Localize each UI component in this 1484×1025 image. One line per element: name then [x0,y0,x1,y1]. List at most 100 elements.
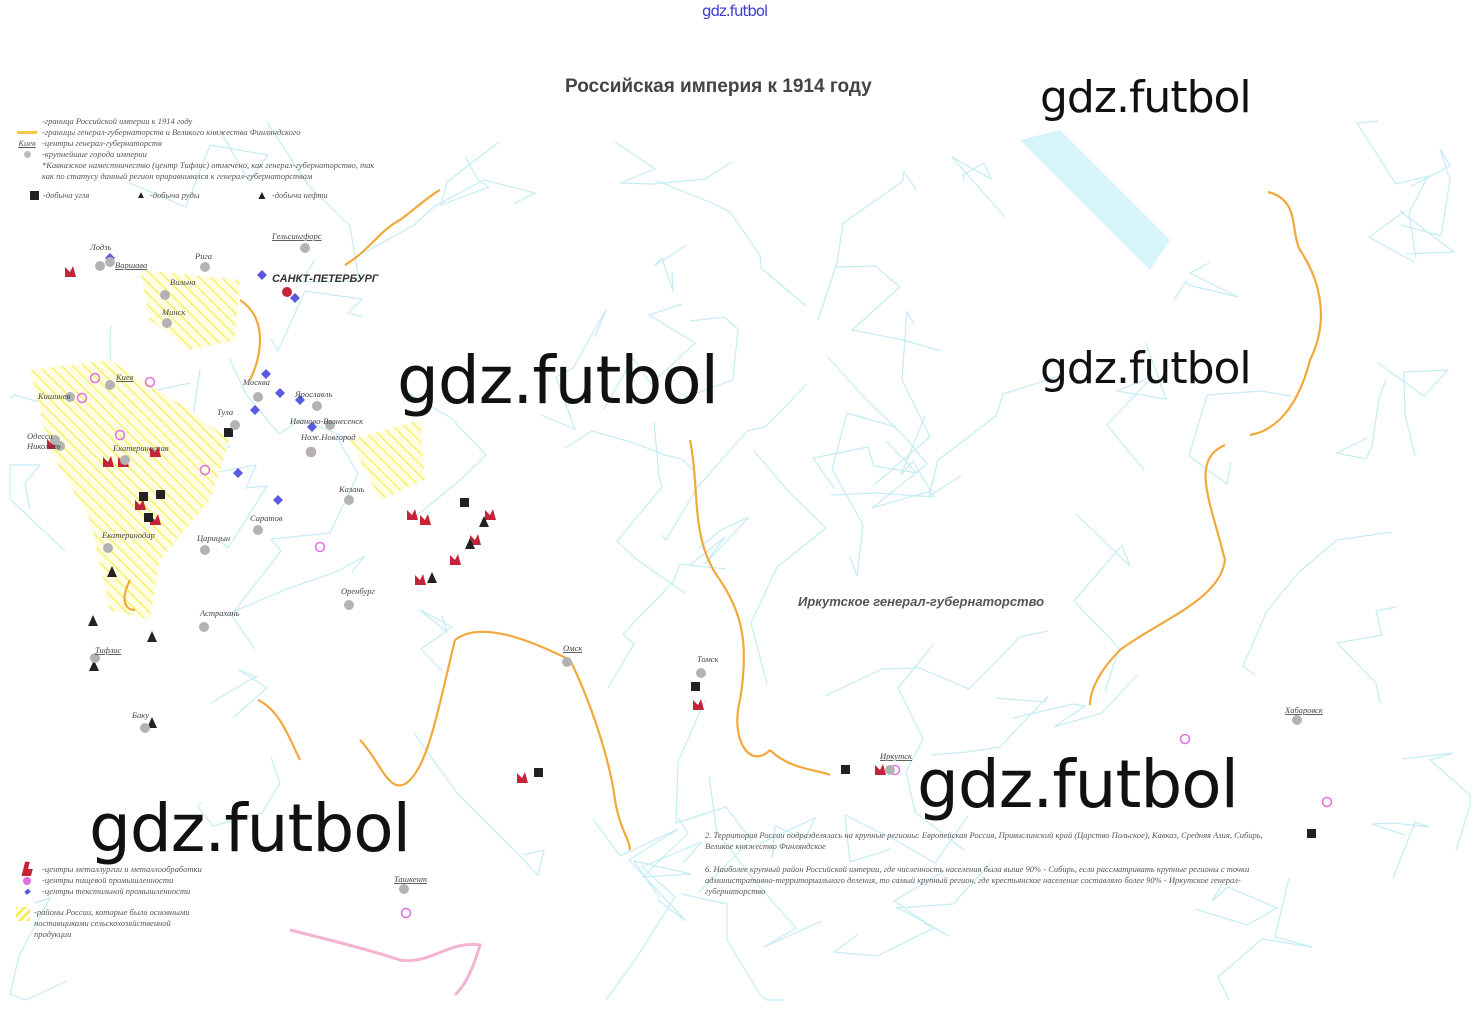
river [1242,531,1393,676]
note: 2. Территория России подразделялась на к… [705,830,1263,851]
south-border [289,928,482,997]
metallurgy-marker [103,456,114,467]
river [1012,673,1139,728]
metallurgy-marker [693,699,704,710]
river [1367,210,1456,263]
river [126,129,270,208]
river [1173,262,1239,301]
river [750,450,827,685]
river [675,316,739,398]
city-marker [325,420,335,430]
arctic-lake [1020,130,1170,270]
region-label-irkutsk: Иркутское генерал-губернаторство [798,594,1044,609]
metallurgy-marker [875,764,886,775]
city-marker [300,243,310,253]
coal-marker [841,765,850,774]
river [680,893,783,1001]
city-marker [306,447,316,457]
city-marker [200,545,210,555]
food-industry-marker [76,392,88,404]
river [614,141,733,185]
city-label: Вильна [170,277,195,287]
metallurgy-marker [135,499,146,510]
note: 6. Наиболее крупный район Российской имп… [705,864,1250,896]
river [928,375,1060,498]
watermark: gdz.futbol [917,746,1239,823]
ore-oil-marker [479,516,489,527]
city-label: Минск [161,307,186,317]
metallurgy-marker [150,514,161,525]
notes: 2. Территория России подразделялась на к… [705,830,1265,909]
city-label: Оренбург [341,586,375,596]
river [951,156,1006,218]
river [616,421,686,594]
city-marker [253,525,263,535]
metallurgy-marker [420,514,431,525]
rivers [9,120,1471,1001]
river [419,609,454,672]
river [1073,513,1131,693]
city-label: Москва [242,377,270,387]
river [1194,882,1279,926]
city-marker [160,290,170,300]
legend-label: -границы генерал-губернаторств и Великог… [42,127,301,137]
legend-label: -центры металлургии и металлообработки [42,864,202,874]
textile-marker [273,495,283,505]
river [440,141,500,206]
metallurgy-marker [450,554,461,565]
city-label: Гельсингфорс [271,231,322,241]
city-label: Варшава [115,260,147,270]
city-marker [199,622,209,632]
river [1371,821,1430,879]
textile-marker [295,395,305,405]
coal-icon [30,191,39,200]
river [231,434,359,615]
river [592,818,687,922]
city-label: Астрахань [199,608,240,618]
city-marker [90,653,100,663]
river [210,669,268,718]
river [708,775,823,948]
river [1335,379,1387,460]
textile-marker [250,405,260,415]
food-industry-marker [114,429,126,441]
metallurgy-marker [485,509,496,520]
city-label: Рига [194,251,212,261]
center-sample: Киев [18,138,36,148]
river [270,290,364,353]
river [363,179,537,254]
food-industry-marker [89,372,101,384]
city-marker [253,392,263,402]
city-marker [230,420,240,430]
ore-oil-marker [88,615,98,626]
city-marker [120,455,130,465]
river [1401,752,1471,851]
watermark: gdz.futbol [1040,343,1252,394]
river [1335,606,1397,704]
city-label: Иваново-Вознесенск [289,416,364,426]
metallurgy-marker [150,446,161,457]
river [895,862,992,937]
ore-oil-marker [427,572,437,583]
metallurgy-marker [470,534,481,545]
city-marker [200,262,210,272]
textile-marker [290,293,300,303]
legend-label: -центры генерал-губернаторств [42,138,162,148]
metallurgy-icon: ▙ [22,862,32,876]
river [654,179,807,307]
city-label: Киев [115,372,134,382]
legend-label: -добыча угля [43,190,90,200]
city-label: Баку [131,710,149,720]
city-marker [282,287,292,297]
river [833,265,942,352]
river [873,310,931,486]
city-label: Ярославль [294,389,332,399]
city-label: Казань [338,484,365,494]
river [675,699,752,894]
city-marker [65,392,75,402]
river [229,555,366,650]
city-label: Саратов [250,513,283,523]
metallurgy-marker [415,574,426,585]
city-marker [1292,715,1302,725]
